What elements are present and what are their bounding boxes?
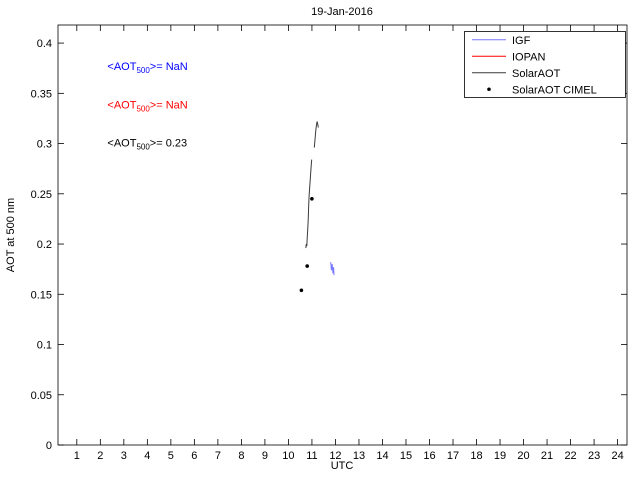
annotation-sub: 500 xyxy=(136,143,150,152)
legend: IGF IOPAN SolarAOT SolarAOT CIMEL xyxy=(464,31,626,98)
cimel-point xyxy=(299,288,304,293)
x-tick-label: 9 xyxy=(262,450,268,462)
x-tick-label: 15 xyxy=(400,450,412,462)
x-axis-label: UTC xyxy=(331,460,354,472)
annotation-post: >= 0.23 xyxy=(150,138,187,150)
annotation-igf-mean: <AOT500>= NaN xyxy=(107,61,187,75)
annotation-iopan-mean: <AOT500>= NaN xyxy=(107,99,187,113)
x-tick-label: 16 xyxy=(423,450,435,462)
x-tick-label: 22 xyxy=(564,450,576,462)
y-tick-label: 0.2 xyxy=(37,239,52,251)
annotation-pre: <AOT xyxy=(107,138,136,150)
y-tick-label: 0.15 xyxy=(31,289,52,301)
x-tick-label: 12 xyxy=(329,450,341,462)
x-tick-label: 24 xyxy=(611,450,623,462)
y-tick-label: 0.3 xyxy=(37,139,52,151)
y-axis-label: AOT at 500 nm xyxy=(5,198,17,272)
annotation-post: >= NaN xyxy=(150,61,188,73)
y-tick-label: 0.25 xyxy=(31,189,52,201)
x-tick-label: 4 xyxy=(144,450,150,462)
y-tick-label: 0.4 xyxy=(37,38,52,50)
x-tick-label: 7 xyxy=(215,450,221,462)
annotation-solaraot-mean: <AOT500>= 0.23 xyxy=(107,138,187,152)
data-series xyxy=(305,121,335,276)
legend-item-label: IGF xyxy=(512,35,531,47)
y-tick-label: 0.05 xyxy=(31,390,52,402)
x-tick-label: 20 xyxy=(517,450,529,462)
x-tick-label: 17 xyxy=(447,450,459,462)
annotation-post: >= NaN xyxy=(150,99,188,111)
series-line-solaraot xyxy=(313,121,319,148)
x-tick-label: 13 xyxy=(353,450,365,462)
x-tick-label: 1 xyxy=(74,450,80,462)
legend-item-label: SolarAOT xyxy=(512,68,561,80)
annotation-pre: <AOT xyxy=(107,61,136,73)
x-tick-label: 8 xyxy=(238,450,244,462)
legend-border xyxy=(464,31,626,98)
plot-border xyxy=(57,24,628,446)
y-tick-label: 0.35 xyxy=(31,88,52,100)
x-tick-label: 14 xyxy=(376,450,388,462)
x-tick-label: 2 xyxy=(97,450,103,462)
annotation-pre: <AOT xyxy=(107,99,136,111)
x-tick-label: 5 xyxy=(168,450,174,462)
legend-item-label: IOPAN xyxy=(512,51,545,63)
y-tick-label: 0 xyxy=(46,440,52,452)
legend-item-label: SolarAOT CIMEL xyxy=(512,84,597,96)
x-tick-label: 21 xyxy=(541,450,553,462)
cimel-point xyxy=(310,197,314,201)
x-tick-label: 11 xyxy=(306,450,317,462)
cimel-point xyxy=(305,264,310,268)
x-tick-label: 3 xyxy=(121,450,127,462)
series-line-solaraot xyxy=(305,159,313,249)
legend-sample-3 xyxy=(487,87,491,92)
cimel-points xyxy=(299,197,314,293)
axis-ticks: 1 2 3 4 5 6 7 8 9 10 11 12 13 14 15 16 17 18 19 20 21 22 23 240… xyxy=(31,25,627,462)
annotation-sub: 500 xyxy=(136,104,150,113)
series-line-igf xyxy=(330,262,335,276)
x-tick-label: 6 xyxy=(191,450,197,462)
x-tick-label: 18 xyxy=(470,450,482,462)
x-tick-label: 23 xyxy=(588,450,600,462)
x-tick-label: 10 xyxy=(282,450,294,462)
annotation-sub: 500 xyxy=(136,66,150,75)
chart-title: 19-Jan-2016 xyxy=(311,6,373,18)
x-tick-label: 19 xyxy=(494,450,506,462)
y-tick-label: 0.1 xyxy=(37,340,52,352)
